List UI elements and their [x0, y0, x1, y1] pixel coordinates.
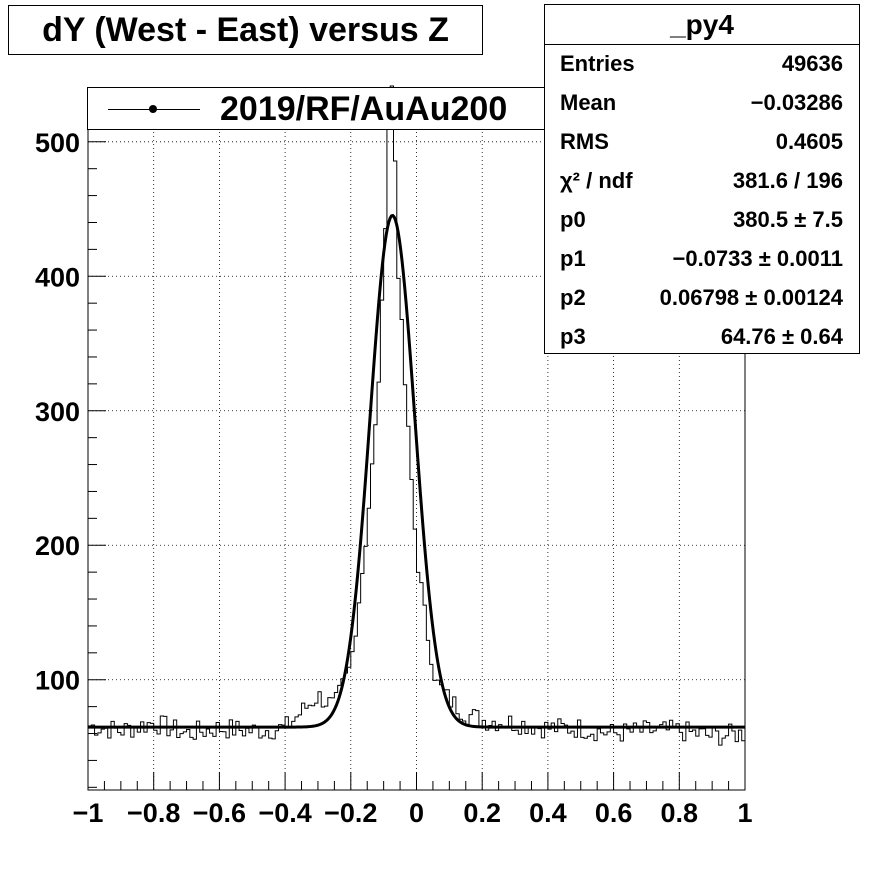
- legend-dot-marker: [149, 105, 157, 113]
- histogram-series: [88, 85, 745, 746]
- stats-value: 0.06798 ± 0.00124: [659, 285, 843, 310]
- stats-title: _py4: [545, 5, 859, 45]
- fit-curve: [88, 213, 745, 729]
- stats-row: p1 −0.0733 ± 0.0011: [545, 240, 859, 279]
- legend: 2019/RF/AuAu200: [87, 87, 614, 130]
- stats-label: RMS: [560, 129, 609, 154]
- stats-row: χ² / ndf 381.6 / 196: [545, 162, 859, 201]
- stats-box: _py4 Entries 49636 Mean −0.03286 RMS 0.4605 χ²…: [544, 4, 860, 354]
- stats-value: 380.5 ± 7.5: [733, 207, 843, 232]
- stats-row: p3 64.76 ± 0.64: [545, 318, 859, 357]
- stats-row: Entries 49636: [545, 45, 859, 84]
- x-tick-label: −1: [73, 798, 104, 828]
- stats-value: 0.4605: [775, 129, 843, 154]
- x-tick-label: 0: [409, 798, 424, 828]
- x-tick-label: −0.6: [193, 798, 246, 828]
- stats-label: p1: [560, 246, 586, 271]
- x-tick-label: −0.8: [127, 798, 180, 828]
- x-tick-label: 1: [737, 798, 752, 828]
- stats-value: −0.03286: [750, 90, 843, 115]
- stats-row: p0 380.5 ± 7.5: [545, 201, 859, 240]
- y-tick-label: 100: [35, 666, 80, 696]
- stats-value: 49636: [781, 51, 843, 76]
- x-tick-label: 0.2: [463, 798, 501, 828]
- legend-entry: 2019/RF/AuAu200: [220, 90, 508, 128]
- y-tick-label: 400: [35, 262, 80, 292]
- stats-label: Entries: [560, 51, 635, 76]
- x-tick-label: 0.8: [661, 798, 699, 828]
- x-tick-label: 0.6: [595, 798, 633, 828]
- stats-value: 381.6 / 196: [732, 168, 843, 193]
- stats-label: p3: [560, 324, 586, 349]
- stats-row: Mean −0.03286: [545, 84, 859, 123]
- stats-label: χ² / ndf: [560, 168, 633, 193]
- x-tick-label: −0.4: [258, 798, 311, 828]
- chart-title: dY (West - East) versus Z: [8, 5, 483, 55]
- y-tick-label: 300: [35, 397, 80, 427]
- stats-label: p0: [560, 207, 586, 232]
- stats-row: RMS 0.4605: [545, 123, 859, 162]
- x-tick-label: −0.2: [324, 798, 377, 828]
- stats-row: p2 0.06798 ± 0.00124: [545, 279, 859, 318]
- y-tick-label: 500: [35, 128, 80, 158]
- stats-label: p2: [560, 285, 586, 310]
- x-tick-label: 0.4: [529, 798, 567, 828]
- stats-value: 64.76 ± 0.64: [720, 324, 843, 349]
- y-tick-label: 200: [35, 531, 80, 561]
- stats-value: −0.0733 ± 0.0011: [672, 246, 843, 271]
- stats-label: Mean: [560, 90, 617, 115]
